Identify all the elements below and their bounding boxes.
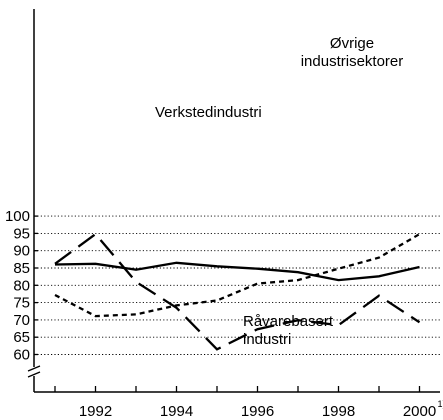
y-tick-label: 95 [13,225,30,242]
series-label-ravarebasert-line2: industri [243,331,291,348]
series-lines [54,232,421,351]
y-tick-label: 70 [13,312,30,329]
y-tick-label: 90 [13,243,30,260]
series-line-verkstedindustri [54,261,420,282]
series-label-ovrige-line1: Øvrige [330,35,374,52]
y-tick-label: 60 [13,347,30,364]
series-line--vrige-industrisektorer [54,233,421,318]
series-label-verkstedindustri: Verkstedindustri [155,104,262,121]
y-tick-label: 85 [13,260,30,277]
y-tick-label: 80 [13,277,30,294]
series-label-ovrige-line2: industrisektorer [301,53,404,70]
y-tick-label: 75 [13,295,30,312]
series-labels: Verkstedindustri Øvrige industrisektorer… [155,35,403,348]
x-tick-label: 1992 [79,403,112,420]
y-tick-label: 65 [13,329,30,346]
x-tick-label: 2000 [403,403,436,420]
x-tick-label: 1998 [322,403,355,420]
y-tick-label: 100 [5,208,30,225]
x-tick-label: 1996 [241,403,274,420]
axes [27,9,440,393]
gridlines [34,215,440,355]
series-line-r-varebasert-industri [54,232,421,351]
x-tick-footnote: 1) [438,399,443,409]
axis-break-marker [27,365,41,378]
x-tick-label: 1994 [160,403,193,420]
series-label-ravarebasert-line1: Råvarebasert [243,313,334,330]
